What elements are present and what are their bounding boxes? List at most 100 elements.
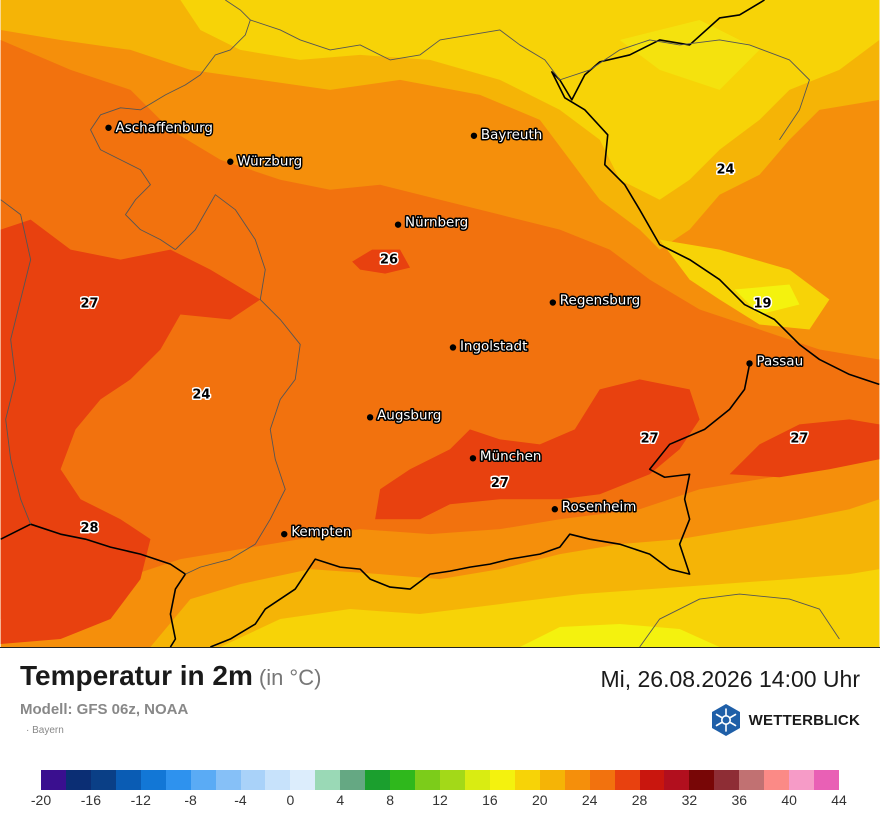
region-label: · Bayern — [26, 725, 64, 736]
color-swatch — [65, 770, 91, 790]
scale-tick-label: 12 — [432, 792, 448, 808]
city-labels: Aschaffenburg Bayreuth Würzburg Nürnberg… — [114, 118, 805, 541]
border-austria-inner — [639, 593, 840, 647]
temp-label: 24 — [717, 163, 735, 178]
forecast-datetime: Mi, 26.08.2026 14:00 Uhr — [600, 666, 860, 692]
brand[interactable]: WETTERBLICK — [709, 703, 860, 737]
city-label-rosenheim: Rosenheim — [562, 499, 637, 515]
city-label-bayreuth: Bayreuth — [481, 127, 542, 143]
city-label-wurzburg: Würzburg — [237, 154, 302, 170]
temp-label: 26 — [380, 253, 398, 268]
scale-tick-label: -12 — [130, 792, 151, 808]
scale-tick-label: 16 — [482, 792, 498, 808]
snowflake-sun-logo-icon — [711, 704, 740, 736]
color-swatch — [589, 770, 615, 790]
temp-label: 27 — [790, 431, 808, 446]
color-scale-ticks: -20 -16 -12 -8 -4 0 4 8 12 16 20 24 28 32 36 40 44 — [31, 792, 847, 810]
legend-panel: Temperatur in 2m (in °C) Modell: GFS 06z,… — [0, 648, 880, 830]
color-swatch — [564, 770, 590, 790]
color-swatch — [739, 770, 765, 790]
color-swatch — [639, 770, 665, 790]
scale-tick-label: 28 — [631, 792, 648, 808]
state-borders — [0, 0, 840, 647]
city-label-passau: Passau — [757, 353, 804, 369]
temperature-map: Aschaffenburg Bayreuth Würzburg Nürnberg… — [0, 0, 880, 648]
temp-label: 27 — [491, 476, 509, 491]
model-source: Modell: GFS 06z, NOAA — [20, 701, 189, 718]
color-swatch — [115, 770, 141, 790]
color-swatch — [489, 770, 515, 790]
city-markers — [105, 124, 753, 538]
border-austria — [210, 364, 751, 647]
scale-tick-label: 40 — [781, 792, 797, 808]
color-swatch — [764, 770, 790, 790]
scale-tick-label: 20 — [531, 792, 548, 808]
color-swatch — [814, 770, 839, 790]
scale-tick-label: 32 — [681, 792, 698, 808]
border-hesse-bavaria — [90, 0, 251, 250]
scale-tick-label: -16 — [80, 792, 101, 808]
color-swatch — [614, 770, 640, 790]
border-czech — [551, 0, 880, 386]
temperature-field-northeast-pale — [619, 19, 760, 90]
color-swatch — [390, 770, 416, 790]
color-swatch — [290, 770, 316, 790]
color-scale — [41, 770, 839, 790]
color-swatch — [265, 770, 291, 790]
color-swatch — [689, 770, 715, 790]
color-swatch — [315, 770, 341, 790]
color-swatch — [365, 770, 391, 790]
scale-tick-label: -20 — [30, 792, 52, 808]
color-swatch — [41, 770, 66, 790]
temp-label: 27 — [641, 431, 659, 446]
temperature-field-southeast-hot — [729, 419, 880, 478]
temp-label: 27 — [81, 297, 99, 312]
color-swatch — [340, 770, 366, 790]
temperature-field-south-hot — [375, 379, 700, 520]
scale-tick-label: -4 — [234, 792, 247, 808]
temperature-field-west-hot — [0, 219, 261, 645]
color-swatch — [415, 770, 440, 790]
border-sachsen — [559, 39, 810, 141]
color-swatch — [215, 770, 241, 790]
color-swatch — [789, 770, 815, 790]
color-swatch — [90, 770, 116, 790]
country-borders — [0, 0, 880, 647]
scale-tick-label: 4 — [336, 792, 345, 808]
color-swatch — [514, 770, 540, 790]
color-swatch — [440, 770, 465, 790]
scale-tick-label: 0 — [286, 792, 295, 808]
color-swatch — [464, 770, 490, 790]
scale-tick-label: 44 — [831, 792, 847, 808]
brand-name: WETTERBLICK — [748, 711, 860, 729]
scale-tick-label: -8 — [184, 792, 197, 808]
color-swatch — [664, 770, 690, 790]
scale-tick-label: 24 — [581, 792, 598, 808]
temperature-labels: 24 26 27 19 24 27 27 27 28 — [79, 161, 810, 537]
city-label-ingolstadt: Ingolstadt — [460, 338, 527, 354]
color-swatch — [140, 770, 166, 790]
temperature-field-nurnberg-hot — [352, 249, 411, 274]
temperature-field-south-yellow — [220, 569, 880, 647]
color-swatch — [190, 770, 216, 790]
border-switzerland — [0, 523, 187, 647]
color-swatch — [714, 770, 740, 790]
border-bw-bavaria — [175, 194, 301, 575]
scale-tick-label: 36 — [731, 792, 748, 808]
color-swatch — [165, 770, 191, 790]
color-swatch — [240, 770, 266, 790]
temp-label: 28 — [81, 521, 99, 536]
border-bw-west — [0, 199, 32, 525]
city-label-nurnberg: Nürnberg — [405, 215, 468, 231]
border-thuringia — [250, 19, 561, 81]
color-swatch — [539, 770, 565, 790]
city-label-munchen: München — [480, 448, 541, 464]
map-title-text: Temperatur in 2m — [20, 660, 253, 691]
temperature-field-alps-pale — [519, 624, 720, 647]
city-label-kempten: Kempten — [291, 524, 351, 540]
temp-label: 19 — [753, 297, 771, 312]
city-label-regensburg: Regensburg — [560, 293, 640, 309]
temp-label: 24 — [192, 387, 210, 402]
city-label-augsburg: Augsburg — [377, 407, 441, 423]
map-title-unit: (in °C) — [258, 665, 322, 690]
